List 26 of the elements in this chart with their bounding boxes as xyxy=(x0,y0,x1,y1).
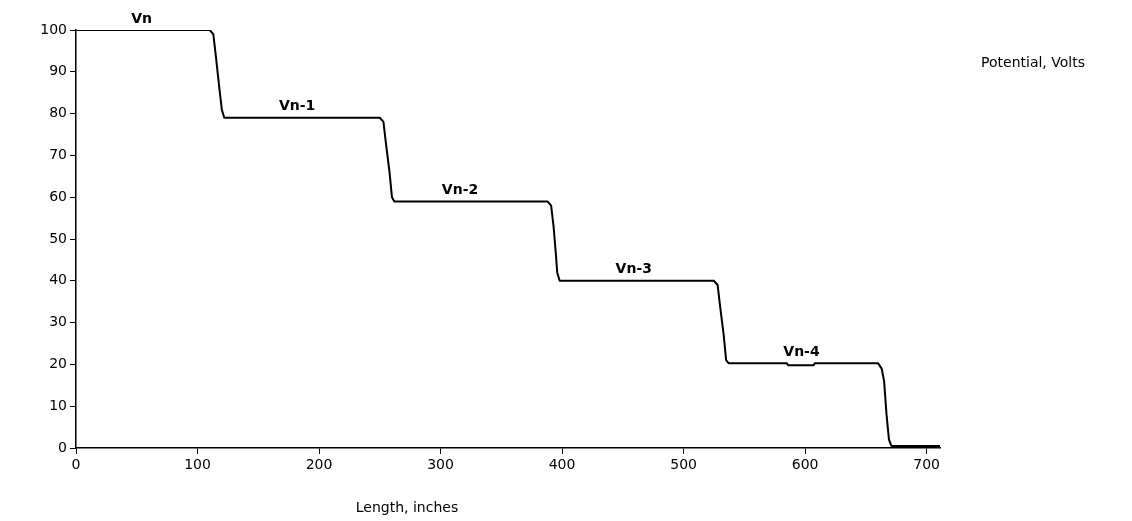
annotation: Vn-1 xyxy=(278,97,316,114)
x-tick-label: 100 xyxy=(184,456,211,473)
x-tick-label: 400 xyxy=(548,456,576,473)
y-tick-label: 50 xyxy=(49,229,67,246)
y-tick-label: 70 xyxy=(49,146,67,163)
x-axis-title: Length, inches xyxy=(355,498,459,515)
y-tick-label: 20 xyxy=(49,355,67,372)
y-tick-label: 60 xyxy=(49,187,67,204)
y-axis-title: Potential, Volts xyxy=(981,53,1085,70)
x-tick-label: 700 xyxy=(913,456,940,473)
annotation: Vn-2 xyxy=(441,181,479,198)
y-tick-label: 0 xyxy=(58,438,67,455)
annotation: Vn-4 xyxy=(783,342,820,359)
y-tick-label: 80 xyxy=(49,104,67,121)
x-tick-label: 300 xyxy=(427,456,454,473)
annotation: Vn xyxy=(131,9,153,26)
x-tick-label: 600 xyxy=(791,456,819,473)
y-tick-label: 100 xyxy=(40,20,67,37)
y-tick-label: 10 xyxy=(49,396,67,413)
x-tick-label: 200 xyxy=(305,456,333,473)
y-tick-label: 90 xyxy=(49,62,67,79)
y-tick-label: 30 xyxy=(49,313,67,330)
annotation: Vn-3 xyxy=(615,260,652,277)
x-tick-label: 0 xyxy=(71,456,81,473)
y-tick-label: 40 xyxy=(49,271,67,288)
x-tick-label: 500 xyxy=(670,456,697,473)
